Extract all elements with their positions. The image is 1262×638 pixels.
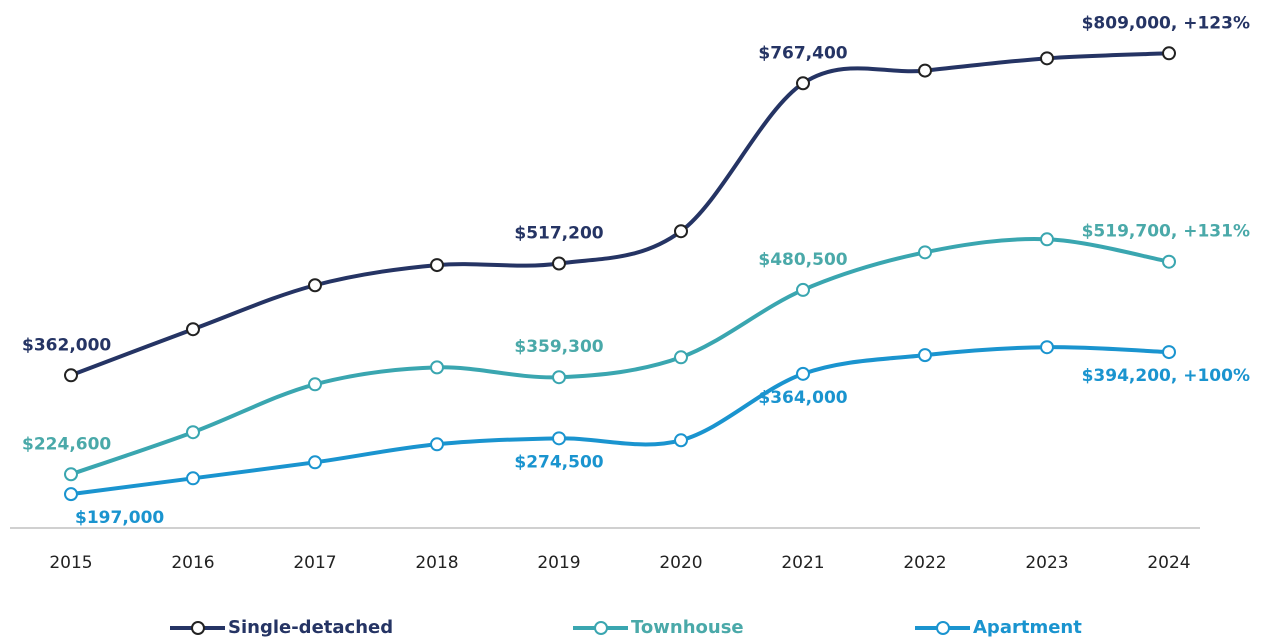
point-marker <box>308 455 322 470</box>
x-tick-label: 2017 <box>293 553 336 573</box>
data-label: $359,300 <box>514 337 603 357</box>
data-label: $364,000 <box>758 388 847 408</box>
data-label: $224,600 <box>22 434 111 454</box>
x-tick-label: 2023 <box>1025 553 1068 573</box>
x-tick-label: 2022 <box>903 553 946 573</box>
point-marker <box>918 245 932 260</box>
point-marker <box>552 256 566 271</box>
point-marker <box>186 425 200 440</box>
data-label: $480,500 <box>758 250 847 270</box>
data-label: $767,400 <box>758 43 847 63</box>
point-marker <box>64 467 78 482</box>
point-marker <box>64 487 78 502</box>
data-label: $394,200, +100% <box>1082 366 1250 386</box>
data-label: $809,000, +123% <box>1082 13 1250 33</box>
point-marker <box>308 278 322 293</box>
point-marker <box>64 368 78 383</box>
legend-marker <box>594 621 608 635</box>
point-marker <box>552 431 566 446</box>
legend-marker <box>191 621 205 635</box>
point-marker <box>1040 340 1054 355</box>
point-marker <box>1040 51 1054 66</box>
series-line <box>70 237 1170 477</box>
point-marker <box>674 224 688 239</box>
series-line <box>70 345 1170 497</box>
point-marker <box>1162 345 1176 360</box>
x-tick-label: 2019 <box>537 553 580 573</box>
series-line <box>70 51 1170 378</box>
point-marker <box>552 370 566 385</box>
legend-label: Single-detached <box>228 617 393 638</box>
data-label: $362,000 <box>22 335 111 355</box>
x-tick-label: 2015 <box>49 553 92 573</box>
legend-marker <box>936 621 950 635</box>
x-tick-label: 2021 <box>781 553 824 573</box>
data-label: $197,000 <box>75 508 164 528</box>
point-marker <box>430 360 444 375</box>
point-marker <box>308 377 322 392</box>
point-marker <box>430 258 444 273</box>
data-label: $519,700, +131% <box>1082 222 1250 242</box>
x-tick-label: 2016 <box>171 553 214 573</box>
data-label: $517,200 <box>514 223 603 243</box>
point-marker <box>796 282 810 297</box>
point-marker <box>674 433 688 448</box>
point-marker <box>1162 46 1176 61</box>
point-marker <box>186 471 200 486</box>
x-tick-label: 2018 <box>415 553 458 573</box>
point-marker <box>186 322 200 337</box>
x-tick-label: 2024 <box>1147 553 1190 573</box>
legend-label: Townhouse <box>631 617 744 638</box>
data-label: $274,500 <box>514 452 603 472</box>
x-tick-label: 2020 <box>659 553 702 573</box>
point-marker <box>1162 254 1176 269</box>
point-marker <box>674 350 688 365</box>
point-marker <box>1040 232 1054 247</box>
point-marker <box>430 437 444 452</box>
point-marker <box>796 366 810 381</box>
point-marker <box>796 76 810 91</box>
point-marker <box>918 348 932 363</box>
point-marker <box>918 63 932 78</box>
legend-label: Apartment <box>973 617 1082 638</box>
